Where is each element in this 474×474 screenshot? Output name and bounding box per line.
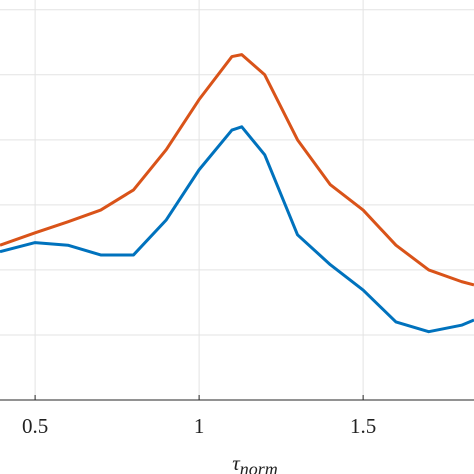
- x-axis-label: τnorm: [232, 451, 278, 474]
- x-label-main: τ: [232, 451, 241, 474]
- line-series: [0, 125, 474, 334]
- x-label-sub: norm: [240, 459, 278, 474]
- x-tick-label: 1: [194, 414, 205, 438]
- x-tick-label: 0.5: [22, 414, 48, 438]
- line-series: [0, 53, 474, 287]
- x-tick-label: 1.5: [350, 414, 376, 438]
